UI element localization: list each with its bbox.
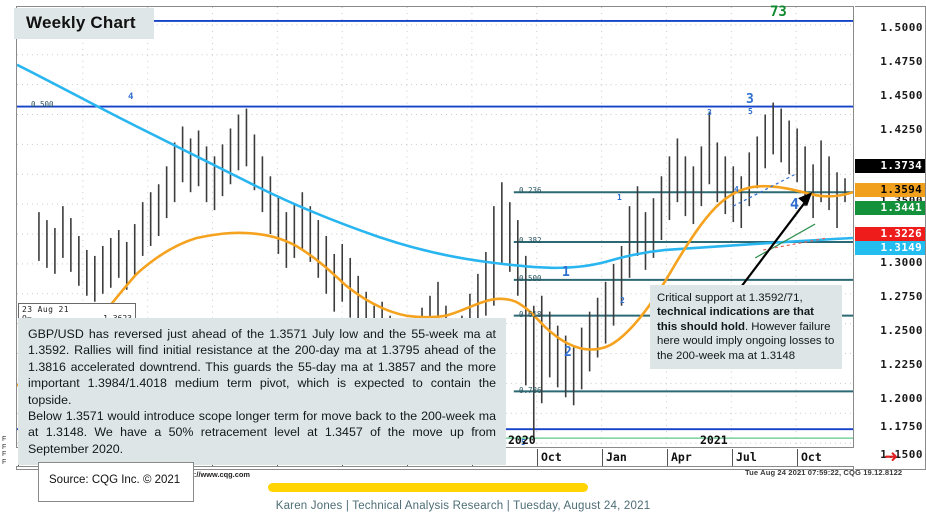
red-arrow-icon: ➜ — [884, 447, 899, 466]
price-tick-12250: 1.2250 — [880, 358, 923, 371]
price-tick-12500: 1.2500 — [880, 324, 923, 337]
wave-label-4-arrow: 4 — [790, 195, 800, 213]
projection-guides — [733, 173, 828, 259]
wave-label-5-top: 5 — [748, 107, 753, 116]
price-tick-12000: 1.2000 — [880, 392, 923, 405]
fib-label-0500: 0.500 — [519, 274, 542, 283]
date-tick-12: Oct — [797, 449, 822, 466]
footer-credit: Karen Jones | Technical Analysis Researc… — [275, 500, 651, 512]
price-label-55week-ma[interactable]: 1.3594 — [855, 183, 925, 197]
analysis-note-paragraph-2: Below 1.3571 would introduce scope longe… — [28, 409, 496, 456]
ma-200week-line — [17, 63, 853, 270]
price-tick-12750: 1.2750 — [880, 290, 923, 303]
price-tick-14750: 1.4750 — [880, 55, 923, 68]
wave-label-4-left: 4 — [128, 92, 134, 102]
price-label-red-level[interactable]: 1.3226 — [855, 227, 925, 241]
analysis-note-main: GBP/USD has reversed just ahead of the 1… — [18, 318, 506, 466]
date-tick-11: Jul — [732, 449, 757, 466]
year-label-2021: 2021 — [700, 433, 728, 447]
wave-label-4-right: 4 — [734, 185, 739, 194]
price-tick-14250: 1.4250 — [880, 123, 923, 136]
ma-55week-line — [17, 184, 853, 387]
date-tick-9: Jan — [602, 449, 627, 466]
date-tick-10: Apr — [667, 449, 692, 466]
fib-label-0382: 0.382 — [519, 236, 542, 245]
fib-label-0786: 0.786 — [519, 386, 542, 395]
price-tick-11750: 1.1750 — [880, 420, 923, 433]
wave-label-2-mid: 2 — [564, 345, 572, 360]
wave-label-1-mid: 1 — [562, 265, 570, 280]
fib-label-0618: 0.618 — [519, 310, 542, 319]
fib-label-0500-top: 0.500 — [31, 100, 54, 109]
ohlc-date: 23 Aug 21 — [22, 305, 69, 314]
cqg-timestamp: Tue Aug 24 2021 07:59:22, CQG 19.12.8122 — [745, 468, 903, 477]
price-label-200week-ma[interactable]: 1.3149 — [855, 241, 925, 255]
cqg-url-text: rldwide. http://www.cqg.com — [150, 470, 250, 479]
callout-text-2: . However failure here would imply ongoi… — [657, 320, 835, 362]
year-label-2020: 2020 — [508, 433, 536, 447]
date-tick-8: Oct — [537, 449, 562, 466]
page-title: Weekly Chart — [14, 8, 154, 39]
price-tick-11500: 1.1500 — [880, 448, 923, 461]
callout-text-bold: technical indications are that this shou… — [657, 306, 814, 333]
source-text: Source: CQG Inc. © 2021 — [49, 474, 181, 486]
price-tick-13000: 1.3000 — [880, 256, 923, 269]
callout-text-1: Critical support at 1.3592/71, — [657, 292, 803, 304]
source-box: Source: CQG Inc. © 2021 — [38, 462, 194, 502]
price-axis[interactable]: 1.5000 1.4750 1.4500 1.4250 1.4000 1.350… — [855, 6, 926, 470]
wave-label-3-top: 3 — [746, 92, 754, 107]
fib-label-0236: 0.236 — [519, 186, 542, 195]
price-label-green-level[interactable]: 1.3441 — [855, 201, 925, 215]
wave-label-2-small: 2 — [620, 296, 625, 305]
indicator-reading-73: 73 — [770, 4, 787, 20]
price-tick-15000: 1.5000 — [880, 21, 923, 34]
analysis-note-callout: Critical support at 1.3592/71, technical… — [650, 285, 842, 370]
yellow-divider-bar — [268, 483, 588, 492]
wave-label-3-small: 3 — [707, 108, 712, 117]
analysis-note-paragraph-1: GBP/USD has reversed just ahead of the 1… — [28, 327, 496, 407]
wave-label-5-bottom: 5 — [521, 438, 526, 447]
price-label-last[interactable]: 1.3734 — [855, 159, 925, 173]
wave-label-1-small: 1 — [617, 193, 622, 202]
price-tick-14500: 1.4500 — [880, 89, 923, 102]
